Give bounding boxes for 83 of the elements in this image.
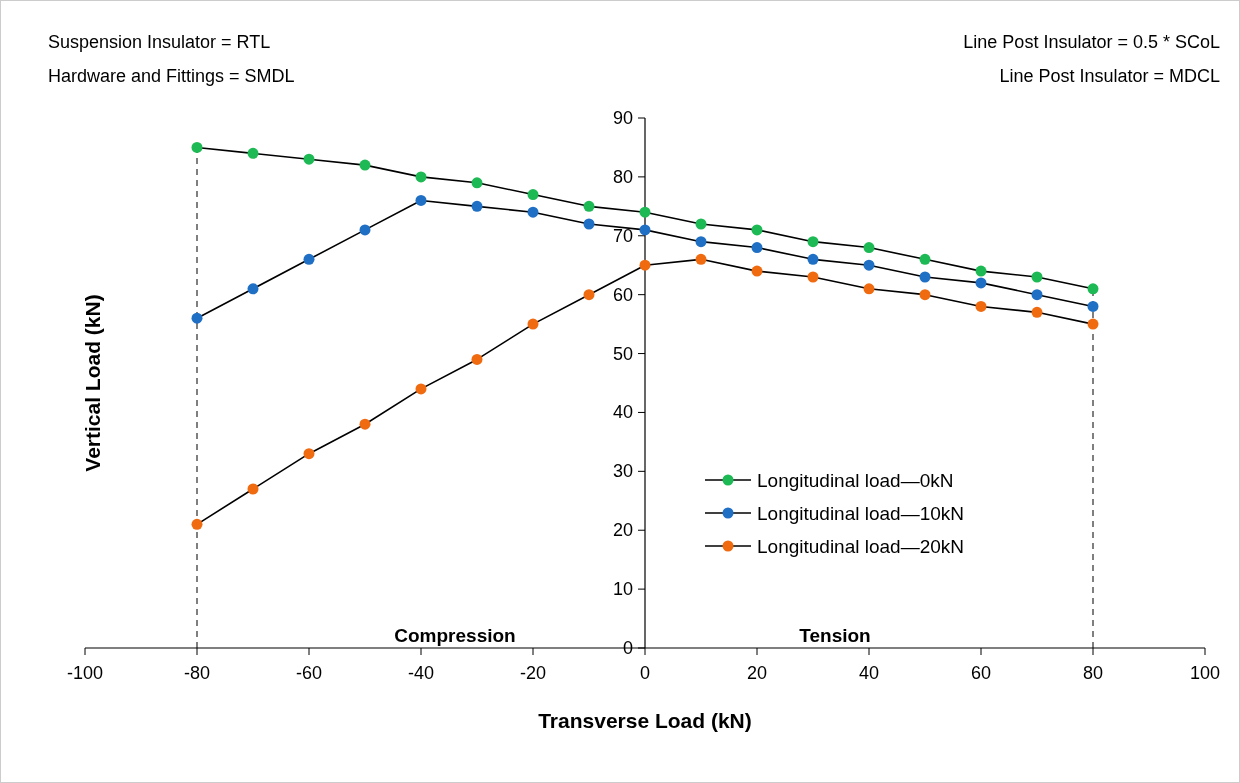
point: [247, 283, 259, 295]
y-tick-label: 70: [612, 225, 633, 246]
y-tick-label: 40: [612, 402, 633, 423]
point: [415, 194, 427, 206]
point: [247, 147, 259, 159]
x-tick-label: 60: [970, 663, 992, 683]
point: [1031, 306, 1043, 318]
point: [751, 265, 763, 277]
x-tick-label: 0: [639, 663, 651, 683]
point: [863, 283, 875, 295]
text: Hardware and Fittings = SMDL: [48, 66, 295, 86]
legend-label: Longitudinal load—20kN: [757, 536, 965, 557]
y-tick-label: 90: [612, 108, 633, 128]
x-tick-label: 20: [746, 663, 768, 683]
point: [975, 300, 987, 312]
point: [415, 383, 427, 395]
point: [471, 177, 483, 189]
y-tick-label: 20: [612, 520, 633, 541]
point: [583, 218, 595, 230]
point: [751, 224, 763, 236]
point: [359, 224, 371, 236]
point: [471, 200, 483, 212]
y-axis-title: Vertical Load (kN): [81, 294, 104, 472]
point: [527, 318, 539, 330]
point: [919, 289, 931, 301]
point: [359, 159, 371, 171]
x-tick-label: 40: [858, 663, 880, 683]
point: [695, 236, 707, 248]
y-tick-label: 30: [612, 461, 633, 482]
point: [975, 265, 987, 277]
point: [303, 153, 315, 165]
annotation: Tension: [799, 625, 871, 646]
y-tick-label: 10: [612, 579, 633, 600]
x-tick-label: -60: [295, 663, 323, 683]
point: [639, 224, 651, 236]
point: [471, 353, 483, 365]
point: [1087, 318, 1099, 330]
x-axis-title: Transverse Load (kN): [538, 709, 752, 732]
point: [247, 483, 259, 495]
legend-label: Longitudinal load—10kN: [757, 503, 965, 524]
x-tick-label: 100: [1189, 663, 1221, 683]
point: [807, 253, 819, 265]
x-tick-label: 80: [1082, 663, 1104, 683]
point: [639, 259, 651, 271]
point: [639, 206, 651, 218]
point: [191, 141, 203, 153]
point: [1087, 300, 1099, 312]
annotation: Compression: [394, 625, 516, 646]
point: [695, 218, 707, 230]
point: [863, 259, 875, 271]
x-tick-label: -20: [519, 663, 547, 683]
point: [191, 312, 203, 324]
point: [583, 289, 595, 301]
point: [751, 242, 763, 254]
x-tick-label: -40: [407, 663, 435, 683]
y-tick-label: 50: [612, 343, 633, 364]
point: [919, 253, 931, 265]
y-tick-label: 60: [612, 284, 633, 305]
legend-label: Longitudinal load—0kN: [757, 470, 954, 491]
point: [1087, 283, 1099, 295]
text: Line Post Insulator = 0.5 * SCoL: [963, 32, 1220, 52]
point: [583, 200, 595, 212]
y-tick-label: 80: [612, 166, 633, 187]
point: [807, 271, 819, 283]
x-tick-label: -80: [183, 663, 211, 683]
point: [303, 448, 315, 460]
point: [1031, 289, 1043, 301]
point: [191, 518, 203, 530]
point: [303, 253, 315, 265]
point: [415, 171, 427, 183]
point: [863, 242, 875, 254]
y-tick-label: 0: [622, 638, 633, 658]
point: [975, 277, 987, 289]
x-tick-label: -100: [66, 663, 104, 683]
point: [527, 189, 539, 201]
point: [1031, 271, 1043, 283]
point: [695, 253, 707, 265]
text: Line Post Insulator = MDCL: [999, 66, 1220, 86]
text: Suspension Insulator = RTL: [48, 32, 271, 52]
point: [807, 236, 819, 248]
point: [359, 418, 371, 430]
point: [527, 206, 539, 218]
point: [919, 271, 931, 283]
